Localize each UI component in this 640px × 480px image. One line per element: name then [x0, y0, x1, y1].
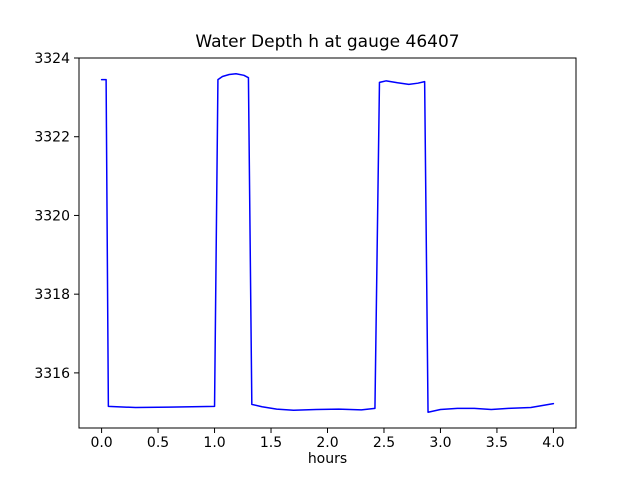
- x-tick-label: 1.0: [203, 435, 225, 451]
- y-tick-label: 3322: [34, 130, 70, 146]
- y-tick-label: 3324: [34, 51, 70, 67]
- x-tick-label: 0.5: [147, 435, 169, 451]
- x-tick-label: 2.5: [373, 435, 395, 451]
- x-tick-label: 3.5: [486, 435, 508, 451]
- x-axis-label: hours: [307, 451, 348, 467]
- x-tick-label: 4.0: [542, 435, 564, 451]
- y-tick-label: 3318: [34, 287, 70, 303]
- data-line-h: [100, 72, 555, 414]
- x-tick-label: 2.0: [316, 435, 338, 451]
- x-tick-label: 1.5: [260, 435, 282, 451]
- axes-spines: [78, 57, 577, 429]
- y-tick-label: 3320: [34, 208, 70, 224]
- x-tick-label: 0.0: [90, 435, 112, 451]
- y-tick-label: 3316: [34, 366, 70, 382]
- chart-title: Water Depth h at gauge 46407: [195, 32, 460, 52]
- x-tick-label: 3.0: [429, 435, 451, 451]
